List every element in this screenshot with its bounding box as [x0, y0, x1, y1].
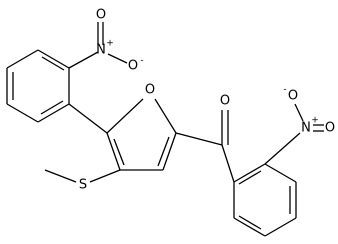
bonds [6, 22, 324, 237]
atom-label: N [96, 43, 106, 58]
atom-label: O [145, 83, 155, 98]
atom-label: O [128, 59, 138, 74]
atom-label: O [325, 121, 335, 136]
atom-label: S [79, 178, 87, 193]
atom-charge: - [140, 56, 143, 66]
atom-charge: - [283, 85, 286, 95]
atom-label: O [288, 89, 298, 104]
atom-label: O [220, 94, 230, 109]
atom-charge: + [106, 39, 114, 49]
atom-labels: N + O O - O S O O - N + O [79, 8, 335, 193]
atom-label: N [301, 121, 311, 136]
atom-charge: + [311, 116, 319, 126]
atom-label: O [96, 8, 106, 23]
